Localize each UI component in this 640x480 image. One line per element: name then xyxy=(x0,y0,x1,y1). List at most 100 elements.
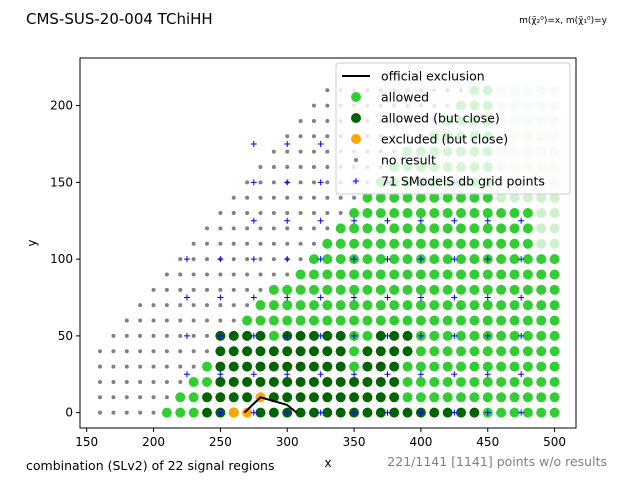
no-result-point xyxy=(191,287,196,292)
allowed-point xyxy=(268,330,279,341)
allowed-point xyxy=(335,269,346,280)
allowed-close-point xyxy=(242,361,253,372)
allowed-point xyxy=(375,238,386,249)
allowed-point xyxy=(469,284,480,295)
allowed-close-point xyxy=(362,407,373,418)
db-grid-point xyxy=(451,256,458,263)
allowed-point xyxy=(549,361,560,372)
no-result-point xyxy=(138,318,143,323)
allowed-point xyxy=(268,284,279,295)
allowed-point xyxy=(522,392,533,403)
allowed-point xyxy=(482,346,493,357)
no-result-point xyxy=(178,257,183,262)
allowed-point xyxy=(349,284,360,295)
no-result-point xyxy=(124,395,129,400)
allowed-point xyxy=(496,407,507,418)
allowed-point xyxy=(202,376,213,387)
allowed-close-points xyxy=(202,330,480,418)
db-grid-point xyxy=(384,217,391,224)
no-result-point xyxy=(178,318,183,323)
no-result-point xyxy=(245,241,250,246)
no-result-point xyxy=(138,349,143,354)
allowed-point xyxy=(295,269,306,280)
allowed-point xyxy=(415,346,426,357)
no-result-point xyxy=(151,349,156,354)
allowed-close-point xyxy=(402,407,413,418)
no-result-point xyxy=(98,395,103,400)
db-grid-point xyxy=(317,256,324,263)
db-grid-point xyxy=(484,409,491,416)
no-result-point xyxy=(231,226,236,231)
allowed-close-point xyxy=(308,361,319,372)
allowed-point xyxy=(496,238,507,249)
allowed-point xyxy=(322,254,333,265)
allowed-close-point xyxy=(255,346,266,357)
allowed-point xyxy=(402,392,413,403)
allowed-point xyxy=(456,300,467,311)
db-grid-point xyxy=(284,332,291,339)
allowed-point xyxy=(482,284,493,295)
allowed-point xyxy=(536,407,547,418)
no-result-point xyxy=(298,241,303,246)
no-result-point xyxy=(164,318,169,323)
allowed-point xyxy=(549,392,560,403)
db-grid-point xyxy=(417,294,424,301)
db-grid-point xyxy=(284,140,291,147)
allowed-point xyxy=(549,254,560,265)
db-grid-point xyxy=(484,217,491,224)
db-grid-point xyxy=(451,371,458,378)
allowed-point xyxy=(415,284,426,295)
db-grid-point xyxy=(417,256,424,263)
no-result-point xyxy=(258,226,263,231)
allowed-point xyxy=(335,284,346,295)
allowed-point xyxy=(549,376,560,387)
no-result-point xyxy=(124,318,129,323)
x-tick-label: 350 xyxy=(343,435,366,449)
allowed-point xyxy=(536,361,547,372)
allowed-close-point xyxy=(228,330,239,341)
no-result-point xyxy=(191,303,196,308)
x-tick-label: 150 xyxy=(75,435,98,449)
allowed-point xyxy=(335,300,346,311)
allowed-point xyxy=(429,361,440,372)
allowed-point xyxy=(362,315,373,326)
no-result-point xyxy=(271,211,276,216)
db-grid-point xyxy=(183,256,190,263)
allowed-close-point xyxy=(215,376,226,387)
allowed-point xyxy=(415,269,426,280)
db-grid-point xyxy=(351,294,358,301)
allowed-point xyxy=(549,284,560,295)
allowed-point xyxy=(496,223,507,234)
allowed-close-point xyxy=(282,346,293,357)
allowed-point xyxy=(496,346,507,357)
x-tick-label: 200 xyxy=(142,435,165,449)
allowed-point xyxy=(255,300,266,311)
allowed-point xyxy=(549,330,560,341)
allowed-point xyxy=(509,361,520,372)
footer-left: combination (SLv2) of 22 signal regions xyxy=(26,458,274,473)
no-result-point xyxy=(164,395,169,400)
allowed-point xyxy=(402,254,413,265)
x-tick-label: 250 xyxy=(209,435,232,449)
no-result-point xyxy=(111,410,116,415)
no-result-point xyxy=(311,226,316,231)
no-result-point xyxy=(218,211,223,216)
no-result-point xyxy=(218,272,223,277)
allowed-point xyxy=(442,284,453,295)
allowed-point xyxy=(268,315,279,326)
allowed-point xyxy=(375,208,386,219)
db-grid-point xyxy=(451,332,458,339)
allowed-point xyxy=(469,392,480,403)
no-result-point xyxy=(271,226,276,231)
allowed-point xyxy=(389,315,400,326)
allowed-close-point xyxy=(375,361,386,372)
allowed-point xyxy=(349,346,360,357)
db-grid-point xyxy=(484,256,491,263)
no-result-point xyxy=(311,241,316,246)
db-grid-point xyxy=(317,371,324,378)
allowed-point xyxy=(429,330,440,341)
no-result-point xyxy=(245,303,250,308)
allowed-point xyxy=(522,254,533,265)
no-result-point xyxy=(111,333,116,338)
allowed-point xyxy=(282,284,293,295)
